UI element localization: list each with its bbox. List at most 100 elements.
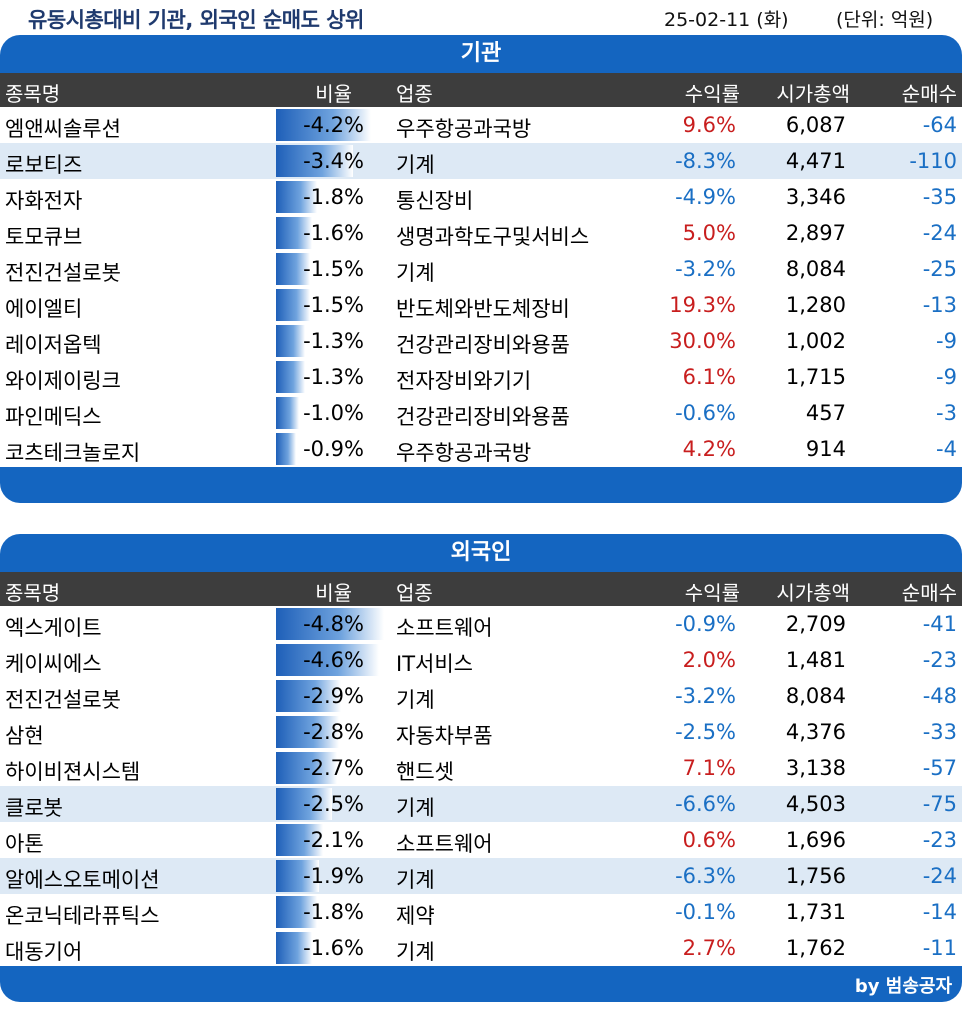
return-value: -3.2% bbox=[675, 257, 736, 281]
return-value: -8.3% bbox=[675, 149, 736, 173]
industry: 반도체와반도체장비 bbox=[396, 297, 570, 321]
net-sell: -9 bbox=[936, 329, 957, 353]
industry: 기계 bbox=[396, 261, 435, 285]
ratio-bar bbox=[276, 253, 310, 285]
ratio-bar bbox=[276, 680, 341, 712]
stock-name: 코츠테크놀로지 bbox=[5, 441, 141, 465]
table-row: 에이엘티 -1.5% 반도체와반도체장비 19.3% 1,280 -13 bbox=[0, 287, 962, 323]
institution-rows: 엠앤씨솔루션 -4.2% 우주항공과국방 9.6% 6,087 -64 로보티즈 -3.4% 기… bbox=[0, 107, 962, 467]
net-sell: -23 bbox=[922, 828, 957, 852]
ratio-value: -0.9% bbox=[303, 437, 364, 461]
ratio-value: -1.3% bbox=[303, 329, 364, 353]
ratio-value: -2.7% bbox=[303, 756, 364, 780]
market-cap: 3,138 bbox=[785, 756, 846, 780]
table-row: 대동기어 -1.6% 기계 2.7% 1,762 -11 bbox=[0, 930, 962, 966]
ratio-bar bbox=[276, 289, 310, 321]
ratio-bar bbox=[276, 896, 317, 928]
net-sell: -14 bbox=[922, 900, 957, 924]
industry: 기계 bbox=[396, 940, 435, 964]
net-sell: -9 bbox=[936, 365, 957, 389]
ratio-bar bbox=[276, 716, 339, 748]
col-net-header: 순매수 bbox=[901, 581, 957, 605]
ratio-bar bbox=[276, 397, 299, 429]
foreigner-rows: 엑스게이트 -4.8% 소프트웨어 -0.9% 2,709 -41 케이씨에스 -4.6% IT… bbox=[0, 606, 962, 966]
return-value: 2.7% bbox=[682, 936, 736, 960]
return-value: -2.5% bbox=[675, 720, 736, 744]
net-sell: -48 bbox=[922, 684, 957, 708]
stock-name: 클로봇 bbox=[5, 796, 63, 820]
return-value: -0.6% bbox=[675, 401, 736, 425]
table-row: 엑스게이트 -4.8% 소프트웨어 -0.9% 2,709 -41 bbox=[0, 606, 962, 642]
industry: 생명과학도구및서비스 bbox=[396, 225, 590, 249]
market-cap: 4,471 bbox=[785, 149, 846, 173]
net-sell: -24 bbox=[922, 864, 957, 888]
ratio-bar bbox=[276, 325, 305, 357]
ratio-bar bbox=[276, 752, 337, 784]
top-bar: 유동시총대비 기관, 외국인 순매도 상위 25-02-11 (화) (단위: … bbox=[0, 0, 966, 34]
return-value: -0.9% bbox=[675, 612, 736, 636]
return-value: 30.0% bbox=[669, 329, 736, 353]
panel-footer: by 범송공자 bbox=[0, 966, 962, 1002]
col-marketcap-header: 시가총액 bbox=[776, 581, 850, 605]
ratio-bar bbox=[276, 824, 323, 856]
stock-name: 로보티즈 bbox=[5, 153, 83, 177]
return-value: -6.3% bbox=[675, 864, 736, 888]
col-marketcap-header: 시가총액 bbox=[776, 82, 850, 106]
industry: 소프트웨어 bbox=[396, 616, 493, 640]
table-row: 온코닉테라퓨틱스 -1.8% 제약 -0.1% 1,731 -14 bbox=[0, 894, 962, 930]
return-value: 19.3% bbox=[669, 293, 736, 317]
ratio-value: -2.5% bbox=[303, 792, 364, 816]
net-sell: -24 bbox=[922, 221, 957, 245]
col-return-header: 수익률 bbox=[684, 581, 740, 605]
industry: 통신장비 bbox=[396, 189, 474, 213]
table-row: 하이비젼시스템 -2.7% 핸드셋 7.1% 3,138 -57 bbox=[0, 750, 962, 786]
return-value: -0.1% bbox=[675, 900, 736, 924]
ratio-value: -2.1% bbox=[303, 828, 364, 852]
ratio-value: -3.4% bbox=[303, 149, 364, 173]
ratio-bar bbox=[276, 433, 296, 465]
net-sell: -11 bbox=[922, 936, 957, 960]
column-header: 종목명 비율 업종 수익률 시가총액 순매수 bbox=[0, 572, 962, 606]
ratio-bar bbox=[276, 788, 332, 820]
unit-label: (단위: 억원) bbox=[836, 9, 934, 31]
net-sell: -3 bbox=[936, 401, 957, 425]
market-cap: 1,731 bbox=[785, 900, 846, 924]
panel-footer bbox=[0, 467, 962, 503]
ratio-value: -1.6% bbox=[303, 221, 364, 245]
table-row: 삼현 -2.8% 자동차부품 -2.5% 4,376 -33 bbox=[0, 714, 962, 750]
stock-name: 엑스게이트 bbox=[5, 616, 102, 640]
col-name-header: 종목명 bbox=[5, 581, 61, 605]
table-row: 엠앤씨솔루션 -4.2% 우주항공과국방 9.6% 6,087 -64 bbox=[0, 107, 962, 143]
institution-title: 기관 bbox=[460, 41, 502, 66]
ratio-value: -1.8% bbox=[303, 185, 364, 209]
return-value: 9.6% bbox=[682, 113, 736, 137]
market-cap: 1,280 bbox=[785, 293, 846, 317]
market-cap: 4,376 bbox=[785, 720, 846, 744]
net-sell: -110 bbox=[909, 149, 957, 173]
market-cap: 4,503 bbox=[785, 792, 846, 816]
return-value: 0.6% bbox=[682, 828, 736, 852]
industry: 자동차부품 bbox=[396, 724, 493, 748]
table-row: 레이저옵텍 -1.3% 건강관리장비와용품 30.0% 1,002 -9 bbox=[0, 323, 962, 359]
return-value: -4.9% bbox=[675, 185, 736, 209]
stock-name: 와이제이링크 bbox=[5, 369, 121, 393]
table-row: 클로봇 -2.5% 기계 -6.6% 4,503 -75 bbox=[0, 786, 962, 822]
return-value: 7.1% bbox=[682, 756, 736, 780]
return-value: 5.0% bbox=[682, 221, 736, 245]
industry: IT서비스 bbox=[396, 652, 473, 676]
table-row: 코츠테크놀로지 -0.9% 우주항공과국방 4.2% 914 -4 bbox=[0, 431, 962, 467]
stock-name: 자화전자 bbox=[5, 189, 83, 213]
market-cap: 1,715 bbox=[785, 365, 846, 389]
ratio-value: -1.5% bbox=[303, 257, 364, 281]
stock-name: 하이비젼시스템 bbox=[5, 760, 141, 784]
market-cap: 1,696 bbox=[785, 828, 846, 852]
table-row: 토모큐브 -1.6% 생명과학도구및서비스 5.0% 2,897 -24 bbox=[0, 215, 962, 251]
ratio-bar bbox=[276, 217, 312, 249]
col-industry-header: 업종 bbox=[396, 82, 433, 106]
net-sell: -64 bbox=[922, 113, 957, 137]
ratio-bar bbox=[276, 361, 305, 393]
industry: 기계 bbox=[396, 796, 435, 820]
stock-name: 파인메딕스 bbox=[5, 405, 102, 429]
ratio-bar bbox=[276, 109, 371, 141]
industry: 건강관리장비와용품 bbox=[396, 405, 570, 429]
